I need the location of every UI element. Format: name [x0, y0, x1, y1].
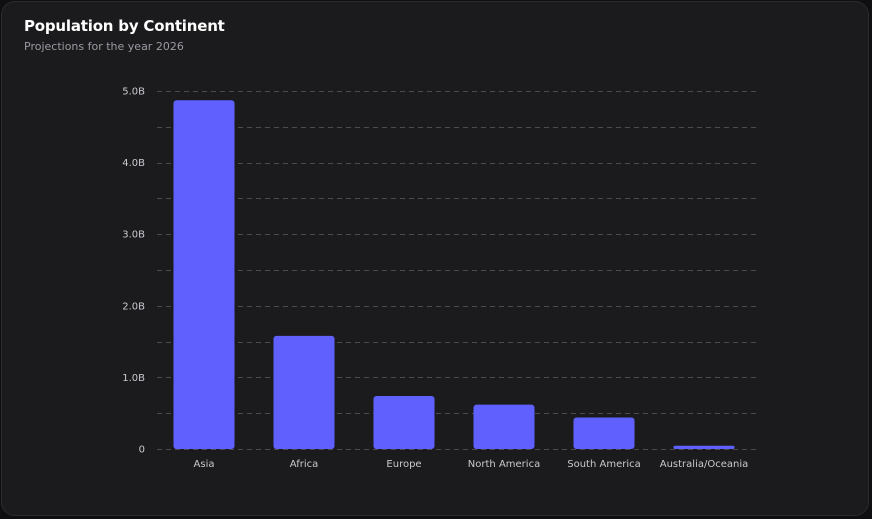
y-tick-label: 5.0B [122, 87, 145, 98]
x-axis: Asia Africa Europe North America South Ameri… [194, 459, 749, 470]
bar-north-america[interactable] [473, 404, 535, 449]
chart-subtitle: Projections for the year 2026 [24, 40, 184, 53]
bars [173, 100, 735, 450]
y-axis: 0 1.0B 2.0B 3.0B 4.0B 5.0B [122, 87, 145, 456]
x-tick-label: Africa [290, 459, 319, 470]
grid-lines [157, 91, 757, 450]
bar-australia-oceania[interactable] [673, 445, 735, 449]
y-tick-label: 3.0B [122, 230, 145, 241]
x-tick-label: Australia/Oceania [660, 459, 749, 470]
y-tick-label: 2.0B [122, 301, 145, 312]
x-tick-label: South America [567, 459, 641, 470]
x-tick-label: Europe [386, 459, 421, 470]
x-tick-label: Asia [194, 459, 215, 470]
bar-asia[interactable] [173, 100, 235, 450]
y-tick-label: 0 [139, 445, 145, 456]
bar-africa[interactable] [273, 335, 335, 449]
bar-south-america[interactable] [573, 417, 635, 449]
y-tick-label: 1.0B [122, 373, 145, 384]
x-tick-label: North America [468, 459, 540, 470]
chart-title: Population by Continent [24, 17, 225, 35]
y-tick-label: 4.0B [122, 158, 145, 169]
bar-europe[interactable] [373, 396, 435, 449]
